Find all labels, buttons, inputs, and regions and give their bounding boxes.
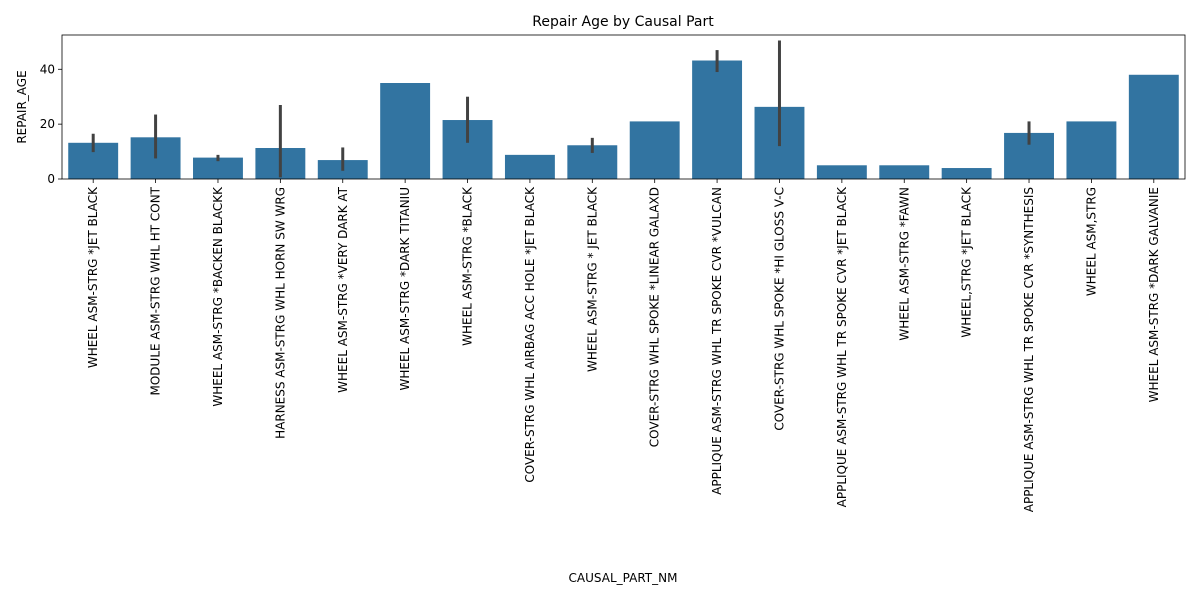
x-axis-title: CAUSAL_PART_NM [569,571,678,585]
bar [1066,121,1117,179]
x-tick-label: WHEEL ASM-STRG *VERY DARK AT [336,186,350,393]
x-tick-label: WHEEL,STRG *JET BLACK [960,186,974,338]
plot-frame [61,34,1186,180]
bar [692,60,743,179]
x-tick-label: COVER-STRG WHL SPOKE *LINEAR GALAXD [648,187,662,447]
plot-area-border [61,34,1186,180]
bar [504,154,555,179]
x-axis: WHEEL ASM-STRG *JET BLACK MODULE ASM-STRG… [86,179,1161,512]
bar [879,165,930,179]
x-tick-label: WHEEL ASM-STRG *BLACK [461,186,475,346]
x-tick-label: HARNESS ASM-STRG WHL HORN SW WRG [273,187,287,439]
x-tick-label: WHEEL ASM,STRG [1084,187,1098,296]
y-axis-title: REPAIR_AGE [15,70,29,143]
x-tick-label: APPLIQUE ASM-STRG WHL TR SPOKE CVR *JET … [835,186,849,507]
bar [816,165,867,179]
x-tick-label: WHEEL ASM-STRG *FAWN [897,187,911,341]
y-axis: 0 20 40 [40,62,62,186]
bar [941,168,992,179]
bar [1128,74,1179,179]
bar [629,121,680,179]
error-bars-layer [91,40,1031,178]
x-tick-label: APPLIQUE ASM-STRG WHL TR SPOKE CVR *SYNT… [1022,187,1036,512]
x-tick-label: WHEEL ASM-STRG *DARK TITANIU [398,187,412,391]
y-tick-label: 0 [47,172,55,186]
y-tick-label: 20 [40,117,55,131]
x-tick-label: WHEEL ASM-STRG *BACKEN BLACKK [211,186,225,407]
x-tick-label: APPLIQUE ASM-STRG WHL TR SPOKE CVR *VULC… [710,187,724,495]
bars-layer [68,60,1179,179]
x-tick-label: WHEEL ASM-STRG *DARK GALVANIE [1147,187,1161,402]
x-tick-label: WHEEL ASM-STRG *JET BLACK [86,186,100,368]
bar [193,157,243,179]
chart-title: Repair Age by Causal Part [532,14,714,30]
bar [380,83,431,179]
x-tick-label: COVER-STRG WHL AIRBAG ACC HOLE *JET BLAC… [523,186,537,483]
y-tick-label: 40 [40,62,55,76]
x-tick-label: MODULE ASM-STRG WHL HT CONT [149,186,163,395]
x-tick-label: WHEEL ASM-STRG * JET BLACK [585,186,599,372]
x-tick-label: COVER-STRG WHL SPOKE *HI GLOSS V-C [772,187,786,431]
